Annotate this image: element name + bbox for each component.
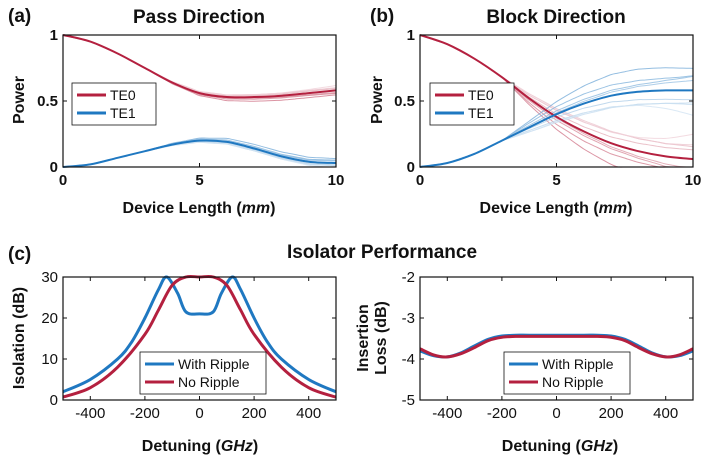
panel-1-xtick-label: 0	[416, 172, 424, 189]
panel-0-series-te1	[62, 139, 337, 168]
panel-label-c: (c)	[8, 244, 31, 265]
panel-a-title: Pass Direction	[133, 7, 265, 28]
panel-0-ytick-label: 1	[50, 27, 58, 44]
panel-2-legend-label: No Ripple	[178, 374, 240, 390]
panel-0-legend-label: TE1	[110, 105, 136, 121]
panel-2-xtick-label: 0	[195, 405, 203, 422]
panel-label-b: (b)	[370, 6, 394, 27]
panel-1-series-te0	[419, 34, 694, 161]
panel-3-series-no-ripple	[419, 334, 694, 359]
panel-c-right-xlabel: Detuning (GHz)	[502, 438, 618, 455]
panel-b-title: Block Direction	[486, 7, 625, 28]
panel-2-legend-label: With Ripple	[178, 356, 250, 372]
panel-b-xlabel: Device Length (mm)	[480, 200, 633, 217]
panel-2-xtick-label: 200	[242, 405, 267, 422]
panel-1-ytick-label: 0	[407, 159, 415, 176]
panel-0-ytick-label: 0.5	[37, 93, 58, 110]
panel-1-legend-label: TE0	[468, 87, 494, 103]
panel-1-xtick-label: 10	[685, 172, 702, 189]
panel-2-xtick-label: -200	[130, 405, 160, 422]
panel-3-ytick-label: -5	[402, 392, 415, 409]
panel-c-left-ylabel: Isolation (dB)	[11, 287, 28, 389]
panel-2-legend-box	[139, 351, 267, 395]
panel-3-legend-box	[503, 351, 631, 395]
panel-0-xtick-label: 5	[195, 172, 203, 189]
panel-3-xtick-label: -200	[487, 405, 517, 422]
panel-1-legend-label: TE1	[468, 105, 494, 121]
panel-3-legend-label: No Ripple	[542, 374, 604, 390]
panel-1-ytick-label: 0.5	[394, 93, 415, 110]
panel-3-xtick-label: 200	[599, 405, 624, 422]
panel-0-legend-box	[71, 82, 157, 126]
panel-1-ytick-label: 1	[407, 27, 415, 44]
panel-c-right-ylabel-line1: Insertion	[355, 304, 372, 372]
panel-1-legend-box	[429, 82, 515, 126]
panel-2-xtick-label: 400	[296, 405, 321, 422]
panel-2-xtick-label: -400	[75, 405, 105, 422]
panel-3-ytick-label: -4	[402, 351, 415, 368]
panel-0-ytick-label: 0	[50, 159, 58, 176]
text-layer: (a) Pass Direction Power Device Length (…	[8, 6, 632, 455]
panel-3-xtick-label: -400	[432, 405, 462, 422]
panel-3-ytick-label: -3	[402, 310, 415, 327]
panel-3-legend-label: With Ripple	[542, 356, 614, 372]
panel-3-xtick-label: 400	[653, 405, 678, 422]
panel-2-series-with-ripple	[62, 275, 337, 394]
panel-1-series-te1	[419, 89, 694, 168]
panel-c-title: Isolator Performance	[287, 242, 477, 263]
panel-0-xtick-label: 0	[59, 172, 67, 189]
panel-2-ytick-label: 30	[41, 269, 58, 286]
panel-2-ytick-label: 0	[50, 392, 58, 409]
panel-1-xtick-label: 5	[552, 172, 560, 189]
panel-0-legend-label: TE0	[110, 87, 136, 103]
panel-c-right-ylabel-line2: Loss (dB)	[373, 301, 390, 375]
panel-0-xtick-label: 10	[328, 172, 345, 189]
panel-c-left-xlabel: Detuning (GHz)	[142, 438, 258, 455]
panel-label-a: (a)	[8, 6, 31, 27]
panel-3-ytick-label: -2	[402, 269, 415, 286]
panel-a-xlabel: Device Length (mm)	[123, 200, 276, 217]
panel-2-ytick-label: 20	[41, 310, 58, 327]
panel-0-series-te0	[62, 34, 337, 99]
panel-3-xtick-label: 0	[552, 405, 560, 422]
panel-2-ytick-label: 10	[41, 351, 58, 368]
panel-a-ylabel: Power	[11, 76, 28, 124]
panel-b-ylabel: Power	[369, 76, 386, 124]
